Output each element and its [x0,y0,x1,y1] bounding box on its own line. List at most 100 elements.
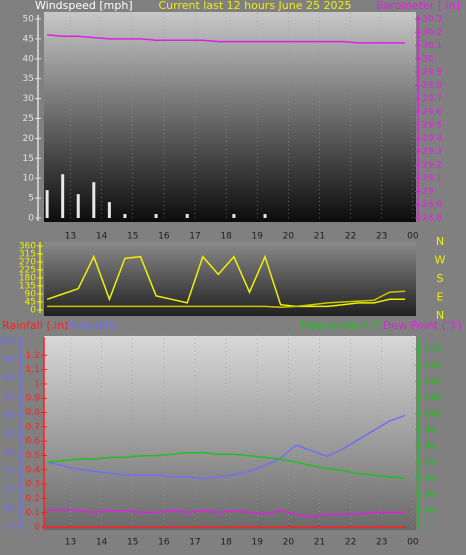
y-tick-label: 0.6 [26,437,41,447]
bar [185,214,189,218]
series-line [47,290,406,309]
x-tick-label: 13 [65,232,76,242]
x-tick-label: 22 [345,232,356,242]
x-tick-label: 22 [345,538,356,548]
x-tick-label: 18 [220,538,232,548]
y-tick-label: 30.1 [422,41,442,51]
y-tick-label: 20 [23,134,35,144]
x-tick-label: 13 [65,538,76,548]
plot-area [44,12,416,222]
y-tick-label: 30 [4,467,16,477]
y-tick-label: 100 [424,409,441,419]
y-tick-label: 29.2 [422,160,442,170]
y-tick-label: 0.2 [26,494,40,504]
x-tick-label: 15 [127,232,138,242]
series-line [47,508,406,519]
y-tick-label: 15 [23,154,34,164]
x-tick-label: 20 [283,232,295,242]
x-tick-label: 21 [314,232,325,242]
y-tick-label: 40 [424,506,436,516]
y-tick-label: 29.7 [422,94,442,104]
y-tick-label: 29.1 [422,174,442,184]
legend-label: Temperature (°F) [298,319,393,332]
y-tick-label: 0.4 [26,465,41,475]
legend-label: Humidity [66,319,116,332]
y-tick-label: 29 [422,187,434,197]
y-tick-label: 35 [23,74,34,84]
y-tick-label: 0 [9,523,15,533]
y-tick-label: 180 [19,274,36,284]
bar [232,214,236,218]
y-tick-label: 70 [4,392,16,402]
bar [76,194,80,218]
y-tick-label: 80 [424,442,436,452]
bar [45,190,49,218]
y-tick-label: 0.8 [26,408,41,418]
y-tick-label: 270 [19,258,36,268]
x-tick-label: 16 [158,538,170,548]
x-tick-label: 00 [407,232,419,242]
plot-area [44,336,416,530]
x-tick-label: 23 [376,232,387,242]
x-tick-label: 14 [96,538,108,548]
y-tick-label: 0 [30,306,36,316]
bar [92,182,96,218]
y-tick-label: 315 [19,250,36,260]
x-tick-label: 23 [376,538,387,548]
y-tick-label: 50 [4,430,16,440]
y-tick-label: 130 [424,361,441,371]
y-tick-label: 1 [34,379,40,389]
compass-label: N [436,235,444,248]
x-tick-label: 17 [189,232,200,242]
y-tick-label: 140 [424,345,441,355]
series-line [47,34,406,44]
x-tick-label: 18 [220,232,232,242]
y-tick-label: 0.7 [26,422,40,432]
x-tick-label: 20 [283,538,295,548]
y-tick-label: 30.2 [422,28,442,38]
y-tick-label: 10 [23,174,35,184]
y-tick-label: 100 [0,337,15,347]
y-tick-label: 30.3 [422,15,442,25]
y-tick-label: 29.5 [422,121,442,131]
y-tick-label: 0.3 [26,480,40,490]
x-tick-label: 15 [127,538,138,548]
axis-label: Windspeed [mph] [35,0,133,12]
y-tick-label: 5 [28,194,34,204]
y-tick-label: 45 [25,298,36,308]
y-tick-label: 80 [4,374,16,384]
y-tick-label: 135 [19,282,36,292]
x-tick-label: 00 [407,538,419,548]
y-tick-label: 10 [4,504,16,514]
y-tick-label: 1.2 [26,351,40,361]
y-tick-label: 30 [422,54,434,64]
x-tick-label: 16 [158,232,170,242]
bar [154,214,158,218]
y-tick-label: 0 [28,214,34,224]
y-tick-label: 28.8 [422,214,442,224]
y-tick-label: 50 [424,490,436,500]
x-tick-label: 14 [96,232,108,242]
legend-label: Rainfall (.in) [2,319,69,332]
y-tick-label: 360 [19,242,36,252]
compass-label: W [435,254,446,267]
y-tick-label: 0.9 [26,394,41,404]
bar [263,214,267,218]
y-tick-label: 50 [23,15,35,25]
x-tick-label: 21 [314,538,325,548]
y-tick-label: 90 [25,290,37,300]
y-tick-label: 40 [4,448,16,458]
y-tick-label: 45 [23,34,34,44]
chart-title: Current last 12 hours June 25 2025 [158,0,351,12]
y-tick-label: 90 [4,355,16,365]
y-tick-label: 30 [23,94,35,104]
y-tick-label: 110 [424,393,441,403]
x-tick-label: 19 [252,538,264,548]
series-line [46,254,406,308]
compass-label: N [436,309,444,322]
bar [61,174,65,218]
y-tick-label: 29.9 [422,68,442,78]
y-tick-label: 20 [4,485,16,495]
y-tick-label: 29.3 [422,147,442,157]
series-line [46,414,406,480]
